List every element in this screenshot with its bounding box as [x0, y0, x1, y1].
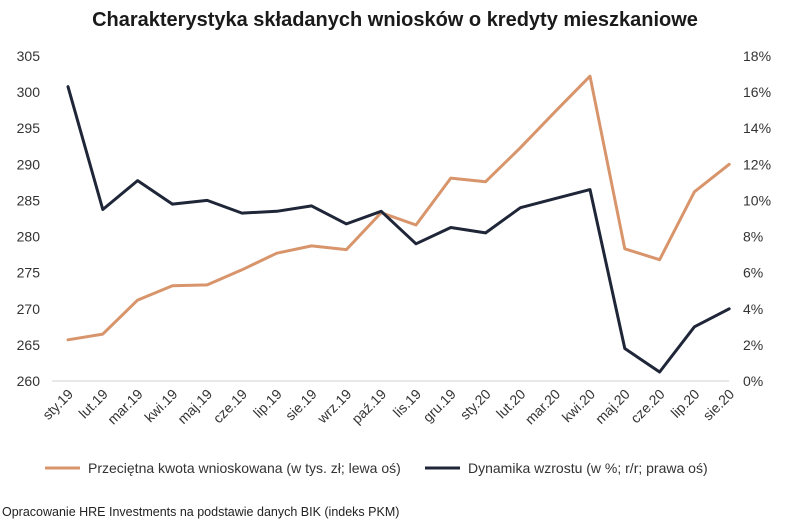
x-tick-label: cze.19: [210, 386, 251, 427]
right-axis-ticks: 18% 16% 14% 12% 10% 8% 6% 4% 2% 0%: [743, 48, 771, 389]
x-tick-label: mar.19: [104, 386, 146, 428]
right-tick-label: 4%: [743, 301, 763, 317]
x-tick-label: maj.20: [592, 386, 633, 427]
legend: Przeciętna kwota wnioskowana (w tys. zł;…: [45, 460, 708, 476]
right-tick-label: 14%: [743, 120, 771, 136]
right-tick-label: 16%: [743, 84, 771, 100]
x-tick-label: lis.19: [390, 386, 425, 421]
x-tick-label: sie.19: [282, 386, 320, 424]
left-axis-ticks: 305 300 295 290 285 280 275 270 265 260: [17, 48, 41, 389]
chart-title: Charakterystyka składanych wniosków o kr…: [92, 9, 698, 31]
left-tick-label: 295: [17, 120, 41, 136]
left-tick-label: 275: [17, 265, 41, 281]
x-tick-label: sty.19: [39, 386, 76, 423]
right-tick-label: 18%: [743, 48, 771, 64]
left-tick-label: 285: [17, 192, 41, 208]
left-tick-label: 265: [17, 337, 41, 353]
x-tick-label: lip.19: [250, 386, 285, 421]
x-tick-label: lip.20: [668, 386, 703, 421]
right-tick-label: 6%: [743, 265, 763, 281]
x-tick-label: mar.20: [522, 386, 564, 428]
right-tick-label: 12%: [743, 156, 771, 172]
left-tick-label: 280: [17, 229, 41, 245]
x-tick-label: kwi.20: [559, 386, 599, 426]
series-line-kwota: [66, 74, 731, 342]
left-tick-label: 270: [17, 301, 41, 317]
legend-label-kwota: Przeciętna kwota wnioskowana (w tys. zł;…: [88, 460, 401, 476]
x-tick-label: wrz.19: [313, 386, 354, 427]
left-tick-label: 300: [17, 84, 41, 100]
left-tick-label: 305: [17, 48, 41, 64]
x-tick-label: sie.20: [700, 386, 738, 424]
x-tick-label: kwi.19: [141, 386, 181, 426]
left-tick-label: 290: [17, 156, 41, 172]
x-tick-label: paź.19: [348, 386, 389, 427]
x-tick-label: maj.19: [174, 386, 215, 427]
series-lines: [66, 74, 731, 374]
x-tick-label: sty.20: [457, 386, 494, 423]
legend-label-dynamika: Dynamika wzrostu (w %; r/r; prawa oś): [468, 460, 708, 476]
source-note: Opracowanie HRE Investments na podstawie…: [2, 505, 399, 519]
series-line-dynamika: [66, 85, 731, 374]
x-tick-label: cze.20: [627, 386, 668, 427]
right-tick-label: 0%: [743, 373, 763, 389]
x-tick-label: gru.19: [420, 386, 460, 426]
right-tick-label: 10%: [743, 192, 771, 208]
right-tick-label: 2%: [743, 337, 763, 353]
left-tick-label: 260: [17, 373, 41, 389]
right-tick-label: 8%: [743, 229, 763, 245]
